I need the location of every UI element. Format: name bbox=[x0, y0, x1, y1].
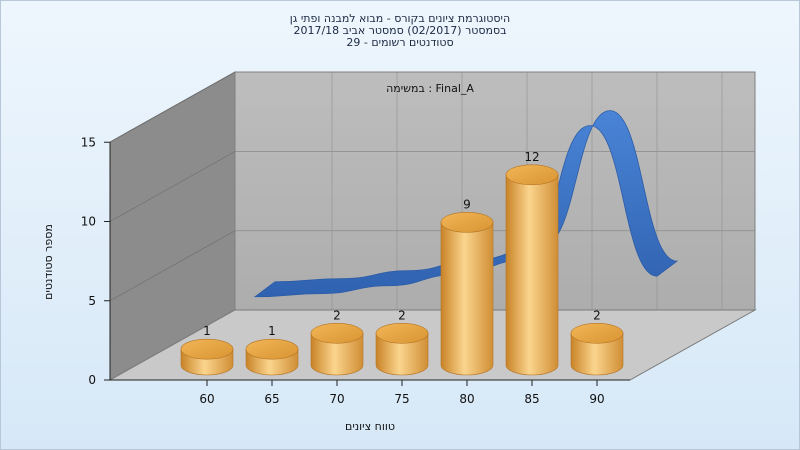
bar-value-label: 2 bbox=[398, 308, 406, 322]
chart-title-line-2: בסמסטר (02/2017) סמסטר אביב 2017/18 bbox=[293, 24, 507, 37]
x-tick-label: 75 bbox=[394, 392, 409, 406]
bar-65: 1 bbox=[245, 324, 299, 376]
bar-value-label: 12 bbox=[524, 150, 539, 164]
bar-value-label: 1 bbox=[268, 324, 276, 338]
x-tick-label: 80 bbox=[459, 392, 474, 406]
bar-top bbox=[375, 322, 429, 344]
bar-90: 2 bbox=[570, 308, 624, 376]
bar-top bbox=[180, 338, 234, 360]
bar-body bbox=[375, 333, 429, 376]
series-label: במשימה : Final_A bbox=[386, 82, 474, 95]
bar-value-label: 2 bbox=[333, 308, 341, 322]
bar-85: 12 bbox=[505, 150, 559, 376]
bar-top bbox=[505, 164, 559, 186]
x-tick-label: 60 bbox=[199, 392, 214, 406]
bar-value-label: 2 bbox=[593, 308, 601, 322]
x-tick-label: 90 bbox=[589, 392, 604, 406]
y-axis-label: מספר סטודנטים bbox=[42, 224, 55, 300]
bar-top bbox=[440, 212, 494, 233]
bar-70: 2 bbox=[310, 308, 364, 376]
y-tick-label: 5 bbox=[88, 294, 96, 308]
bar-body bbox=[310, 333, 364, 376]
bar-60: 1 bbox=[180, 324, 234, 376]
x-tick-label: 70 bbox=[329, 392, 344, 406]
y-tick-label: 15 bbox=[81, 135, 96, 149]
grid-line-side bbox=[109, 230, 236, 302]
bar-value-label: 1 bbox=[203, 324, 211, 338]
grid-line-side bbox=[109, 151, 236, 222]
x-tick-label: 65 bbox=[264, 392, 279, 406]
bar-80: 9 bbox=[440, 197, 494, 376]
bar-value-label: 9 bbox=[463, 197, 471, 211]
bar-top bbox=[245, 338, 299, 360]
bar-body bbox=[440, 222, 494, 376]
bar-top bbox=[310, 322, 364, 344]
bar-75: 2 bbox=[375, 308, 429, 376]
x-tick-label: 85 bbox=[524, 392, 539, 406]
bar-body bbox=[570, 333, 624, 376]
chart-title-line-1: היסטוגרמת ציונים בקורס - מבוא למבנה ופתי… bbox=[289, 12, 511, 25]
axes: 0 5 10 15 60 65 70 75 80 85 90 bbox=[81, 135, 630, 406]
chart-title-line-3: סטודנטים רשומים - 29 bbox=[346, 36, 454, 49]
bar-top bbox=[570, 322, 624, 344]
grid-line-side bbox=[109, 71, 236, 143]
x-axis-label: טווח ציונים bbox=[345, 420, 395, 433]
y-tick-label: 0 bbox=[88, 373, 96, 387]
trend-band bbox=[253, 110, 679, 298]
back-wall bbox=[234, 71, 756, 311]
bar-body bbox=[505, 174, 559, 376]
y-tick-label: 10 bbox=[81, 215, 96, 229]
